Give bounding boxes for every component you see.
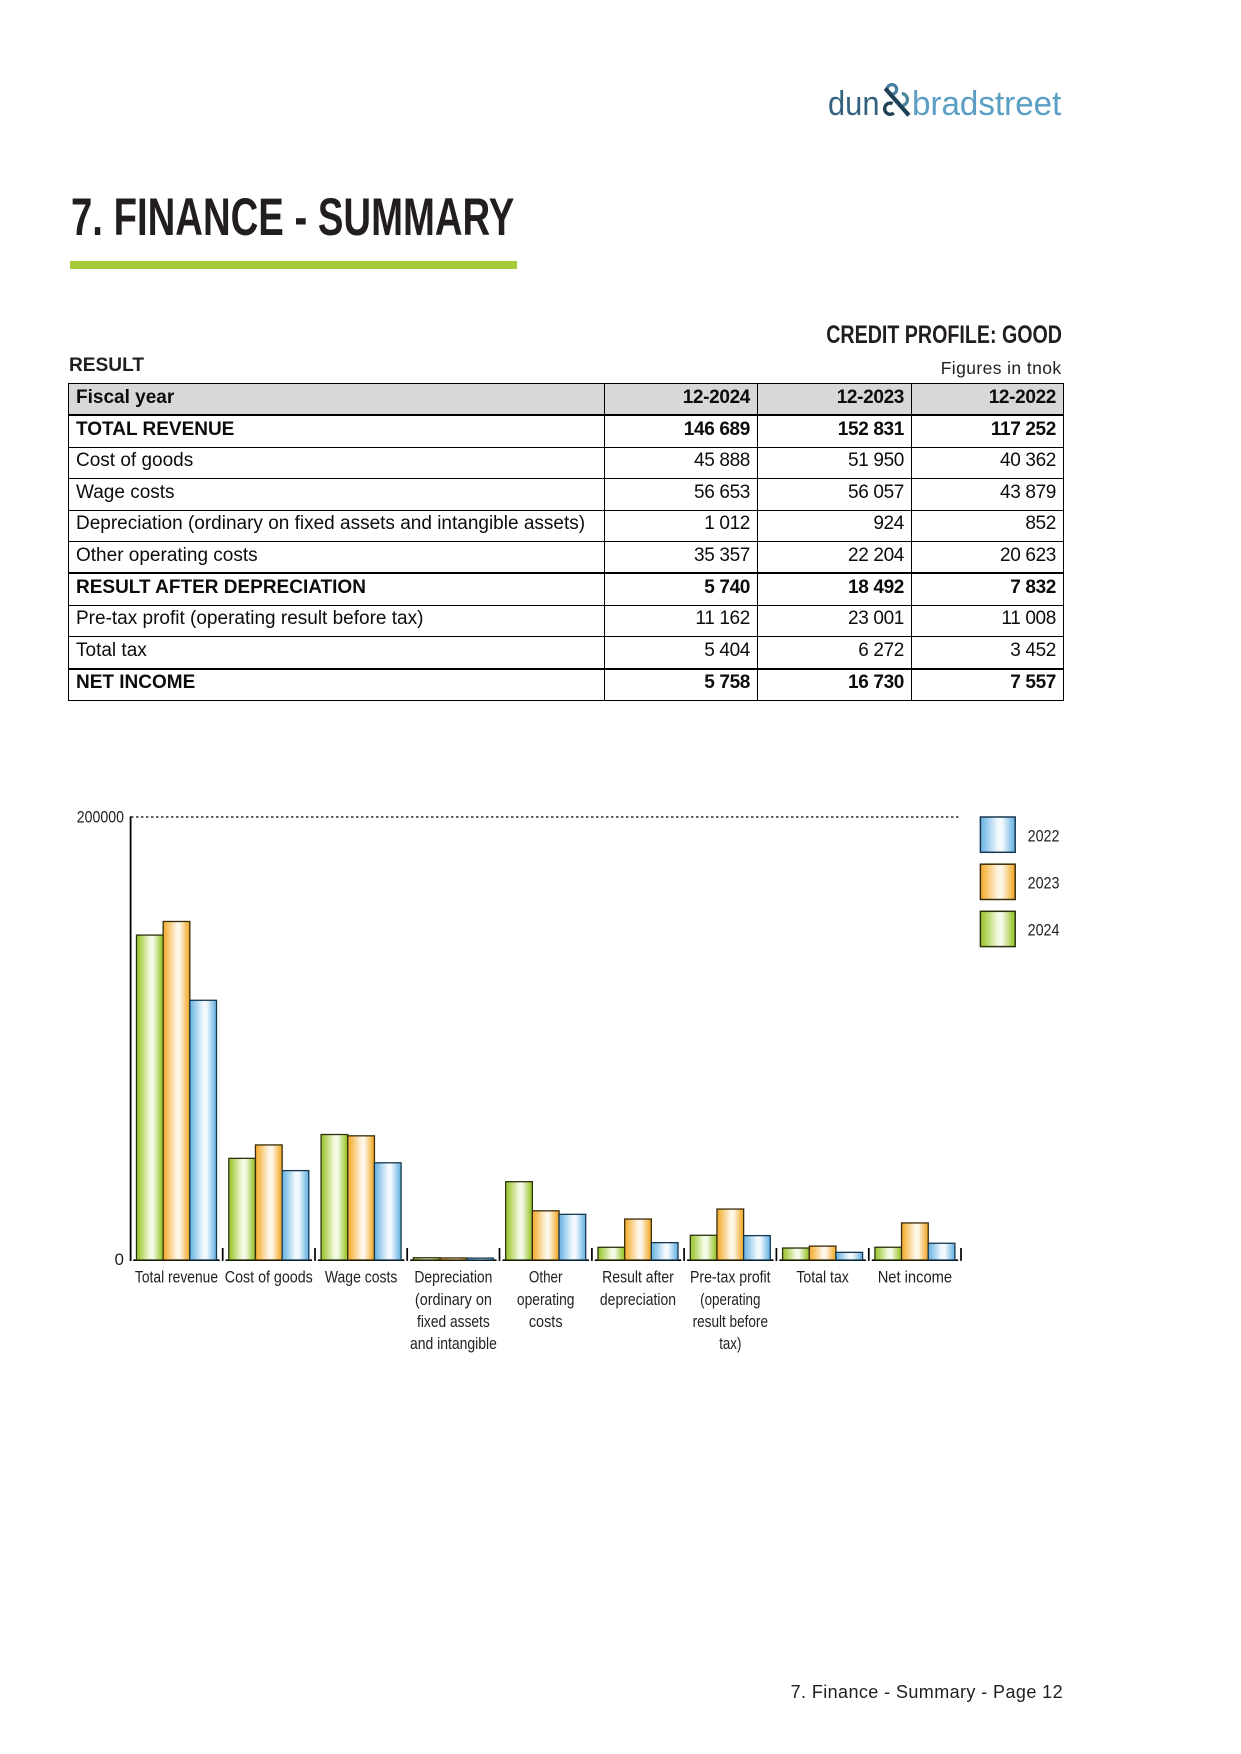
- svg-text:Depreciation: Depreciation: [414, 1268, 492, 1287]
- svg-text:2024: 2024: [1028, 921, 1060, 940]
- svg-text:dun: dun: [828, 85, 880, 123]
- svg-text:Result after: Result after: [602, 1268, 674, 1287]
- svg-text:result before: result before: [693, 1312, 768, 1331]
- svg-text:Wage costs: Wage costs: [325, 1268, 398, 1287]
- svg-text:tax): tax): [719, 1334, 741, 1353]
- svg-text:and intangible: and intangible: [410, 1334, 497, 1353]
- svg-text:Other: Other: [529, 1268, 563, 1287]
- svg-text:operating: operating: [517, 1290, 575, 1309]
- svg-text:depreciation: depreciation: [600, 1290, 676, 1309]
- svg-text:Total revenue: Total revenue: [135, 1268, 218, 1287]
- svg-text:0: 0: [115, 1250, 124, 1269]
- svg-text:Cost of goods: Cost of goods: [225, 1268, 313, 1287]
- svg-text:Total tax: Total tax: [796, 1268, 849, 1287]
- svg-text:fixed assets: fixed assets: [417, 1312, 490, 1331]
- svg-text:Pre-tax profit: Pre-tax profit: [690, 1268, 771, 1287]
- svg-text:bradstreet: bradstreet: [912, 85, 1062, 123]
- svg-text:Net income: Net income: [878, 1268, 952, 1287]
- svg-text:2023: 2023: [1028, 874, 1060, 893]
- svg-text:2022: 2022: [1028, 826, 1060, 845]
- svg-text:costs: costs: [529, 1312, 563, 1331]
- svg-text:(ordinary on: (ordinary on: [415, 1290, 492, 1309]
- svg-text:(operating: (operating: [700, 1290, 760, 1309]
- svg-text:200000: 200000: [77, 807, 124, 826]
